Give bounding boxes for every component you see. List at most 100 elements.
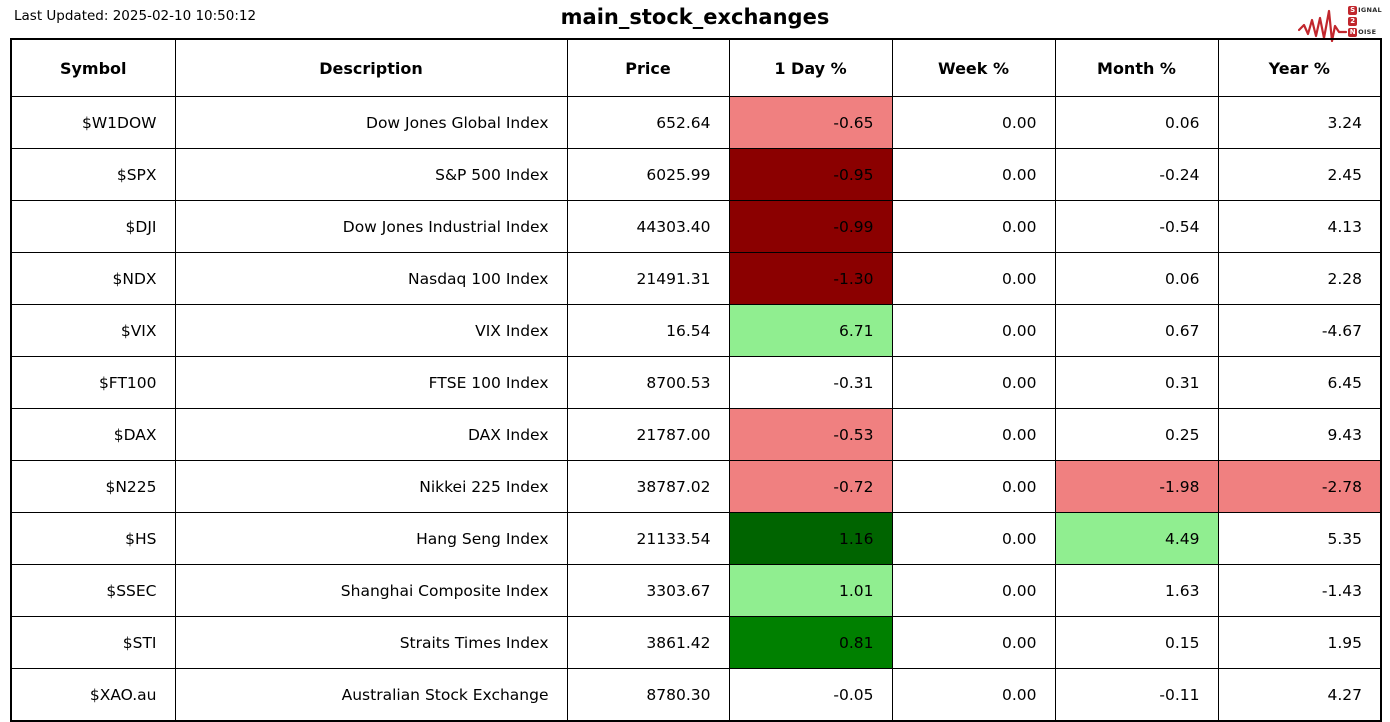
description-cell: Dow Jones Industrial Index bbox=[174, 200, 568, 253]
year-pct-cell: -1.43 bbox=[1217, 564, 1382, 617]
week-pct-cell: 0.00 bbox=[891, 304, 1056, 357]
logo-line-two: 2 bbox=[1348, 16, 1358, 26]
month-pct-cell: 0.67 bbox=[1054, 304, 1219, 357]
table-row: $W1DOW Dow Jones Global Index 652.64 -0.… bbox=[10, 96, 1382, 149]
month-pct-cell: -1.98 bbox=[1054, 460, 1219, 513]
month-pct-cell: -0.24 bbox=[1054, 148, 1219, 201]
description-cell: Straits Times Index bbox=[174, 616, 568, 669]
ecg-waveform-icon bbox=[1298, 9, 1348, 42]
day-pct-cell: -0.99 bbox=[728, 200, 893, 253]
table-row: $SPX S&P 500 Index 6025.99 -0.95 0.00 -0… bbox=[10, 148, 1382, 201]
table-row: $SSEC Shanghai Composite Index 3303.67 1… bbox=[10, 564, 1382, 617]
logo-text: S IGNAL 2 N OISE bbox=[1348, 5, 1382, 37]
month-pct-cell: 0.06 bbox=[1054, 96, 1219, 149]
logo-line-noise: N OISE bbox=[1348, 27, 1376, 37]
symbol-cell: $FT100 bbox=[10, 356, 176, 409]
symbol-cell: $HS bbox=[10, 512, 176, 565]
logo-n-badge: N bbox=[1348, 27, 1358, 37]
day-pct-cell: 1.16 bbox=[728, 512, 893, 565]
year-pct-cell: 2.45 bbox=[1217, 148, 1382, 201]
symbol-cell: $W1DOW bbox=[10, 96, 176, 149]
description-cell: VIX Index bbox=[174, 304, 568, 357]
last-updated-text: Last Updated: 2025-02-10 10:50:12 bbox=[14, 8, 257, 24]
year-pct-cell: -4.67 bbox=[1217, 304, 1382, 357]
month-pct-cell: 1.63 bbox=[1054, 564, 1219, 617]
price-cell: 44303.40 bbox=[566, 200, 730, 253]
week-pct-cell: 0.00 bbox=[891, 252, 1056, 305]
signal2noise-logo: S IGNAL 2 N OISE bbox=[1298, 2, 1384, 42]
price-cell: 3861.42 bbox=[566, 616, 730, 669]
year-pct-cell: 6.45 bbox=[1217, 356, 1382, 409]
symbol-cell: $XAO.au bbox=[10, 668, 176, 722]
symbol-cell: $DAX bbox=[10, 408, 176, 461]
year-pct-cell: 4.13 bbox=[1217, 200, 1382, 253]
week-pct-cell: 0.00 bbox=[891, 200, 1056, 253]
day-pct-cell: -0.95 bbox=[728, 148, 893, 201]
table-row: $STI Straits Times Index 3861.42 0.81 0.… bbox=[10, 616, 1382, 669]
year-pct-cell: 9.43 bbox=[1217, 408, 1382, 461]
day-pct-cell: -0.05 bbox=[728, 668, 893, 722]
col-header-year: Year % bbox=[1217, 38, 1382, 97]
description-cell: FTSE 100 Index bbox=[174, 356, 568, 409]
symbol-cell: $DJI bbox=[10, 200, 176, 253]
col-header-week: Week % bbox=[891, 38, 1056, 97]
description-cell: DAX Index bbox=[174, 408, 568, 461]
month-pct-cell: 0.06 bbox=[1054, 252, 1219, 305]
price-cell: 21787.00 bbox=[566, 408, 730, 461]
col-header-1day: 1 Day % bbox=[728, 38, 893, 97]
table-row: $DJI Dow Jones Industrial Index 44303.40… bbox=[10, 200, 1382, 253]
col-header-month: Month % bbox=[1054, 38, 1219, 97]
day-pct-cell: 1.01 bbox=[728, 564, 893, 617]
stock-exchanges-table: Symbol Description Price 1 Day % Week % … bbox=[10, 38, 1382, 722]
page-title: main_stock_exchanges bbox=[560, 5, 830, 29]
price-cell: 8700.53 bbox=[566, 356, 730, 409]
day-pct-cell: -0.65 bbox=[728, 96, 893, 149]
week-pct-cell: 0.00 bbox=[891, 616, 1056, 669]
description-cell: Shanghai Composite Index bbox=[174, 564, 568, 617]
month-pct-cell: 0.15 bbox=[1054, 616, 1219, 669]
col-header-symbol: Symbol bbox=[10, 38, 176, 97]
table-row: $N225 Nikkei 225 Index 38787.02 -0.72 0.… bbox=[10, 460, 1382, 513]
year-pct-cell: 3.24 bbox=[1217, 96, 1382, 149]
month-pct-cell: 0.31 bbox=[1054, 356, 1219, 409]
symbol-cell: $SPX bbox=[10, 148, 176, 201]
price-cell: 21491.31 bbox=[566, 252, 730, 305]
year-pct-cell: 4.27 bbox=[1217, 668, 1382, 722]
price-cell: 38787.02 bbox=[566, 460, 730, 513]
logo-signal-label: IGNAL bbox=[1358, 6, 1382, 14]
description-cell: Nasdaq 100 Index bbox=[174, 252, 568, 305]
price-cell: 16.54 bbox=[566, 304, 730, 357]
logo-2-badge: 2 bbox=[1348, 16, 1358, 26]
table-row: $FT100 FTSE 100 Index 8700.53 -0.31 0.00… bbox=[10, 356, 1382, 409]
col-header-description: Description bbox=[174, 38, 568, 97]
week-pct-cell: 0.00 bbox=[891, 96, 1056, 149]
month-pct-cell: -0.11 bbox=[1054, 668, 1219, 722]
description-cell: Hang Seng Index bbox=[174, 512, 568, 565]
description-cell: Australian Stock Exchange bbox=[174, 668, 568, 722]
week-pct-cell: 0.00 bbox=[891, 460, 1056, 513]
week-pct-cell: 0.00 bbox=[891, 408, 1056, 461]
description-cell: Dow Jones Global Index bbox=[174, 96, 568, 149]
day-pct-cell: -0.53 bbox=[728, 408, 893, 461]
symbol-cell: $NDX bbox=[10, 252, 176, 305]
day-pct-cell: 6.71 bbox=[728, 304, 893, 357]
month-pct-cell: 4.49 bbox=[1054, 512, 1219, 565]
symbol-cell: $VIX bbox=[10, 304, 176, 357]
week-pct-cell: 0.00 bbox=[891, 148, 1056, 201]
description-cell: Nikkei 225 Index bbox=[174, 460, 568, 513]
table-row: $NDX Nasdaq 100 Index 21491.31 -1.30 0.0… bbox=[10, 252, 1382, 305]
table-row: $VIX VIX Index 16.54 6.71 0.00 0.67 -4.6… bbox=[10, 304, 1382, 357]
price-cell: 652.64 bbox=[566, 96, 730, 149]
day-pct-cell: -0.31 bbox=[728, 356, 893, 409]
week-pct-cell: 0.00 bbox=[891, 668, 1056, 722]
table-row: $HS Hang Seng Index 21133.54 1.16 0.00 4… bbox=[10, 512, 1382, 565]
symbol-cell: $SSEC bbox=[10, 564, 176, 617]
description-cell: S&P 500 Index bbox=[174, 148, 568, 201]
week-pct-cell: 0.00 bbox=[891, 356, 1056, 409]
month-pct-cell: 0.25 bbox=[1054, 408, 1219, 461]
logo-noise-label: OISE bbox=[1358, 28, 1377, 36]
price-cell: 8780.30 bbox=[566, 668, 730, 722]
header-row: Symbol Description Price 1 Day % Week % … bbox=[10, 38, 1382, 97]
price-cell: 3303.67 bbox=[566, 564, 730, 617]
table-row: $XAO.au Australian Stock Exchange 8780.3… bbox=[10, 668, 1382, 722]
